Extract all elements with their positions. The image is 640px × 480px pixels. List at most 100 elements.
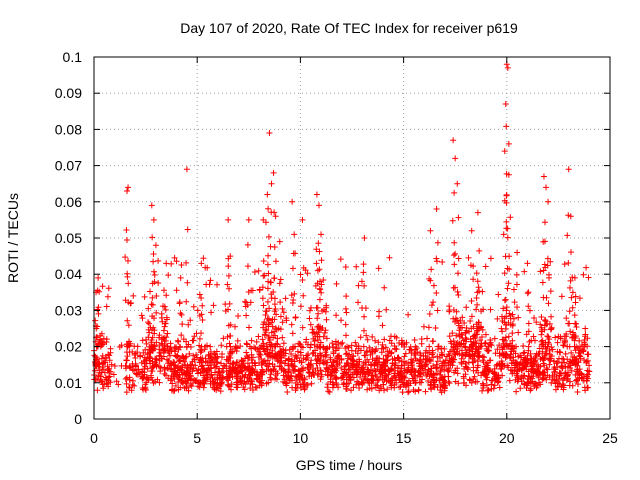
data-point bbox=[520, 343, 527, 350]
data-point bbox=[301, 375, 308, 382]
data-point bbox=[197, 355, 204, 362]
data-point bbox=[272, 258, 279, 265]
data-point bbox=[280, 347, 287, 354]
data-point bbox=[314, 365, 321, 372]
data-point bbox=[533, 361, 540, 368]
data-point bbox=[248, 351, 255, 358]
data-point bbox=[468, 379, 475, 386]
data-point bbox=[515, 353, 522, 360]
data-point bbox=[523, 357, 530, 364]
data-point bbox=[124, 273, 131, 280]
data-point bbox=[313, 246, 320, 253]
data-point bbox=[356, 356, 363, 363]
data-point bbox=[476, 288, 483, 295]
data-point bbox=[186, 350, 193, 357]
data-point bbox=[265, 379, 272, 386]
data-point bbox=[316, 285, 323, 292]
data-point bbox=[364, 377, 371, 384]
data-point bbox=[269, 361, 276, 368]
data-point bbox=[171, 371, 178, 378]
data-point bbox=[235, 312, 242, 319]
data-point bbox=[361, 352, 368, 359]
data-point bbox=[312, 333, 319, 340]
data-point bbox=[546, 374, 553, 381]
data-point bbox=[266, 130, 273, 137]
data-point bbox=[521, 349, 528, 356]
data-point bbox=[153, 309, 160, 316]
data-point bbox=[578, 374, 585, 381]
data-point bbox=[188, 361, 195, 368]
data-point bbox=[439, 376, 446, 383]
data-point bbox=[161, 347, 168, 354]
data-point bbox=[316, 266, 323, 273]
data-point bbox=[419, 361, 426, 368]
data-point bbox=[481, 354, 488, 361]
data-point bbox=[361, 313, 368, 320]
data-point bbox=[381, 336, 388, 343]
data-point bbox=[358, 365, 365, 372]
data-point bbox=[433, 290, 440, 297]
data-point bbox=[336, 352, 343, 359]
data-point bbox=[329, 379, 336, 386]
data-point bbox=[289, 330, 296, 337]
data-point bbox=[434, 239, 441, 246]
data-point bbox=[256, 373, 263, 380]
data-point bbox=[429, 351, 436, 358]
data-point bbox=[486, 357, 493, 364]
data-point bbox=[566, 360, 573, 367]
data-point bbox=[147, 360, 154, 367]
data-point bbox=[344, 343, 351, 350]
data-point bbox=[368, 348, 375, 355]
data-point bbox=[307, 321, 314, 328]
data-point bbox=[427, 227, 434, 234]
data-point bbox=[360, 343, 367, 350]
data-point bbox=[161, 370, 168, 377]
data-point bbox=[328, 368, 335, 375]
data-point bbox=[285, 369, 292, 376]
data-point bbox=[372, 368, 379, 375]
data-point bbox=[433, 258, 440, 265]
data-point bbox=[567, 277, 574, 284]
data-point bbox=[276, 343, 283, 350]
data-point bbox=[125, 299, 132, 306]
data-point bbox=[139, 315, 146, 322]
data-point bbox=[455, 214, 462, 221]
data-point bbox=[383, 306, 390, 313]
data-point bbox=[585, 274, 592, 281]
data-point bbox=[272, 213, 279, 220]
data-point bbox=[313, 191, 320, 198]
x-tick-label: 20 bbox=[499, 430, 515, 446]
data-point bbox=[334, 345, 341, 352]
data-point bbox=[123, 226, 130, 233]
data-point bbox=[338, 356, 345, 363]
data-point bbox=[375, 339, 382, 346]
data-point bbox=[283, 379, 290, 386]
data-point bbox=[417, 350, 424, 357]
data-point bbox=[455, 380, 462, 387]
data-point bbox=[192, 378, 199, 385]
data-point bbox=[295, 371, 302, 378]
data-point bbox=[446, 333, 453, 340]
data-point bbox=[204, 264, 211, 271]
data-point bbox=[295, 340, 302, 347]
data-point bbox=[245, 289, 252, 296]
data-point bbox=[427, 385, 434, 392]
data-point bbox=[257, 351, 264, 358]
data-point bbox=[580, 271, 587, 278]
data-point bbox=[419, 376, 426, 383]
data-point bbox=[399, 340, 406, 347]
data-point bbox=[472, 338, 479, 345]
data-point bbox=[234, 337, 241, 344]
data-point bbox=[339, 374, 346, 381]
data-point bbox=[298, 359, 305, 366]
data-point bbox=[540, 375, 547, 382]
data-point bbox=[508, 367, 515, 374]
data-point bbox=[445, 359, 452, 366]
data-point bbox=[243, 349, 250, 356]
data-point bbox=[541, 369, 548, 376]
data-point bbox=[548, 379, 555, 386]
data-point bbox=[529, 363, 536, 370]
data-point bbox=[357, 373, 364, 380]
data-point bbox=[179, 362, 186, 369]
data-point bbox=[124, 343, 131, 350]
